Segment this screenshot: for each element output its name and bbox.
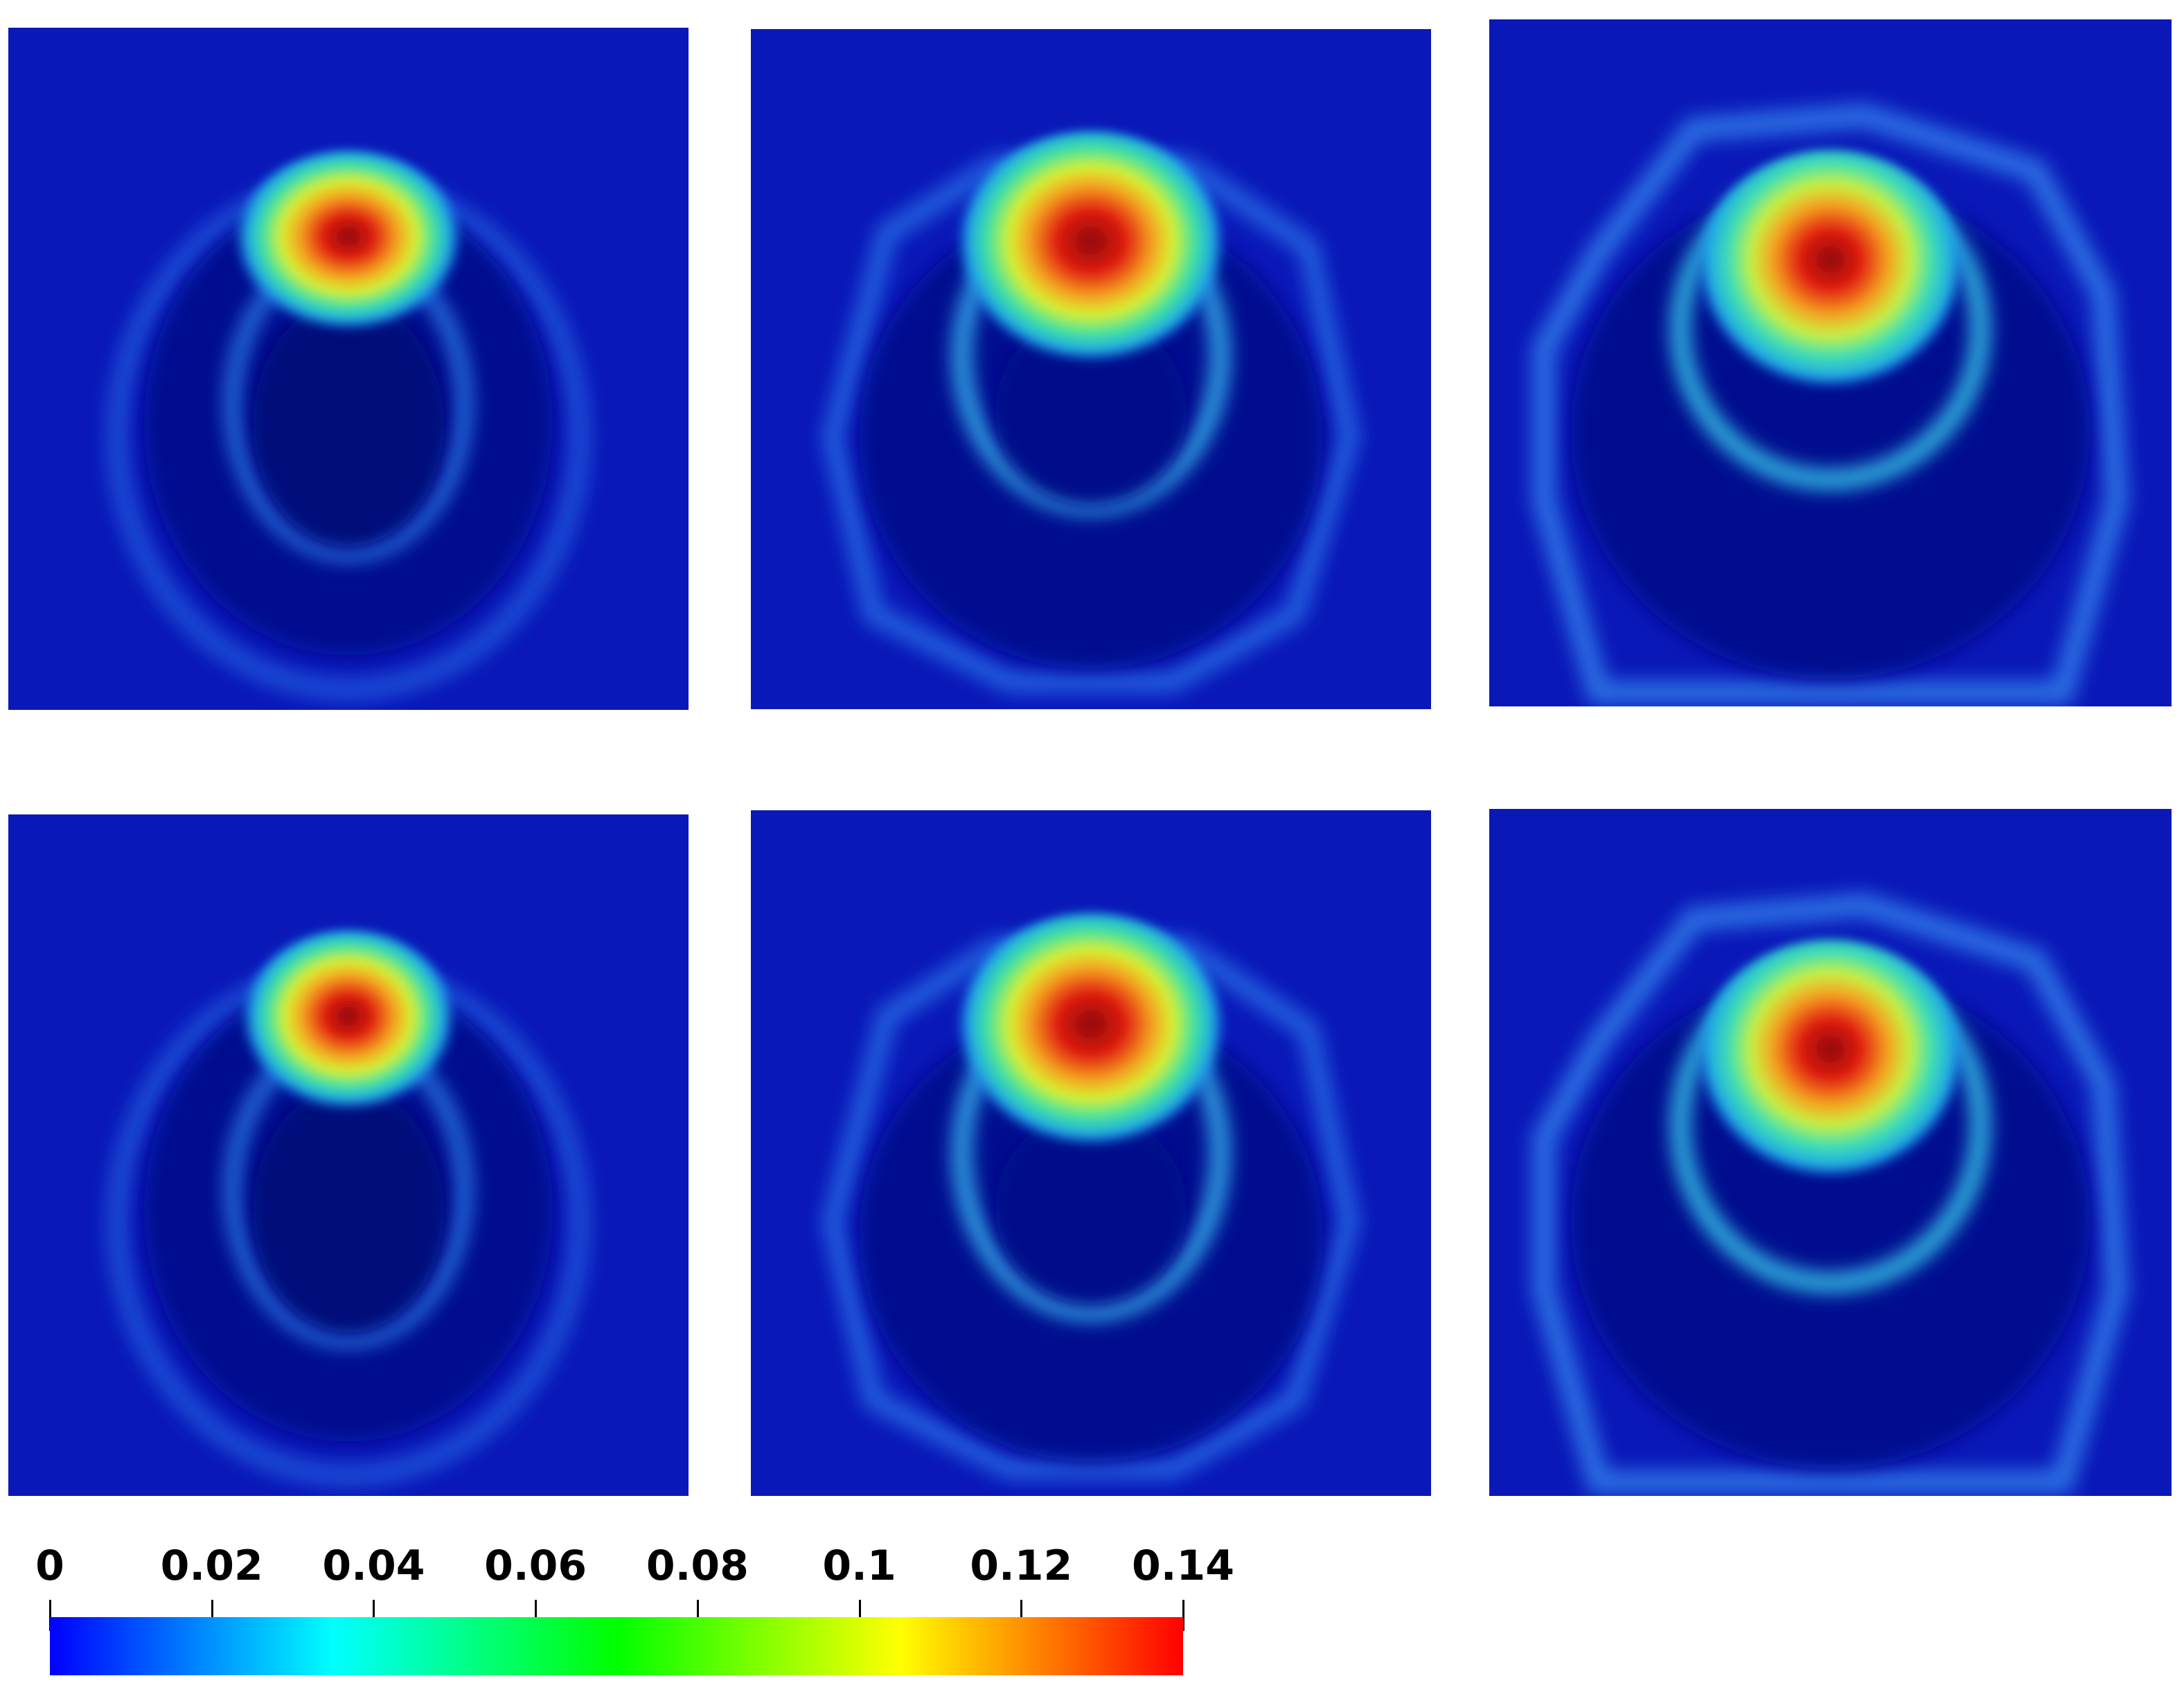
colorbar-tick-label: 0.02: [160, 1542, 263, 1590]
colorbar-tick-label: 0: [35, 1542, 64, 1590]
colorbar: [50, 1617, 1183, 1675]
colorbar-tick-label: 0.1: [822, 1542, 896, 1590]
colorbar-tick-mark: [1020, 1600, 1023, 1631]
colorbar-tick-label: 0.04: [322, 1542, 425, 1590]
colorbar-tick-mark: [535, 1600, 538, 1631]
heatmap-panel-row1-col1: [8, 28, 689, 710]
colorbar-tick-mark: [858, 1600, 861, 1631]
colorbar-tick-label: 0.14: [1131, 1542, 1235, 1590]
colorbar-tick-mark: [49, 1600, 51, 1631]
colorbar-tick-labels: 0 0.02 0.04 0.06 0.08 0.1 0.12 0.14: [35, 1542, 1234, 1590]
heatmap-panel-row1-col2: [751, 29, 1431, 709]
colorbar-tick-label: 0.06: [484, 1542, 587, 1590]
heatmap-panel-row1-col3: [1489, 19, 2172, 706]
colorbar-tick-mark: [211, 1600, 213, 1631]
colorbar-tick-mark: [373, 1600, 375, 1631]
colorbar-ticks: [49, 1600, 1184, 1631]
colorbar-tick-label: 0.08: [646, 1542, 749, 1590]
colorbar-tick-label: 0.12: [970, 1542, 1073, 1590]
heatmap-panel-row2-col1: [8, 814, 689, 1496]
heatmap-panel-row2-col2: [751, 810, 1431, 1496]
heatmap-panel-row2-col3: [1489, 809, 2172, 1496]
colorbar-tick-mark: [696, 1600, 699, 1631]
colorbar-tick-mark: [1182, 1600, 1184, 1631]
